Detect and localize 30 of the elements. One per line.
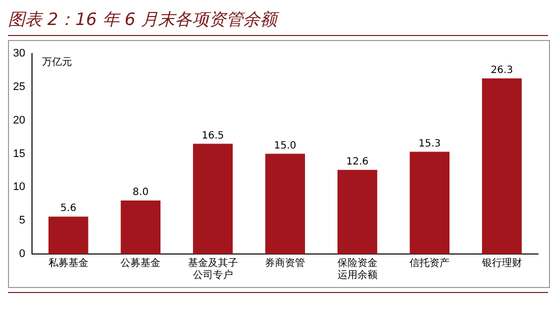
x-tick-label: 券商资管	[265, 256, 306, 269]
bar	[192, 144, 233, 254]
x-tick-label: 公募基金	[120, 256, 161, 269]
x-tick-label: 保险资金运用余额	[337, 256, 378, 281]
x-tick-label: 私募基金	[48, 256, 88, 269]
y-tick-label: 15	[12, 148, 26, 160]
x-tick-label: 银行理财	[480, 256, 522, 269]
bar	[482, 78, 522, 254]
bar	[120, 200, 160, 254]
y-tick-label: 20	[12, 114, 26, 126]
data-label: 16.5	[202, 130, 224, 142]
y-axis-title: 万亿元	[42, 57, 72, 68]
data-label: 15.0	[274, 140, 296, 152]
y-tick-label: 10	[12, 181, 26, 194]
data-label: 5.6	[60, 203, 76, 214]
bar	[338, 170, 378, 254]
bar	[265, 154, 305, 254]
data-label: 15.3	[418, 138, 441, 150]
y-tick-label: 5	[19, 214, 26, 227]
chart-title: 图表 2：16 年 6 月末各项资管余额	[8, 8, 548, 36]
y-tick-label: 0	[19, 248, 26, 260]
data-label: 12.6	[346, 156, 369, 168]
data-label: 26.3	[490, 64, 514, 76]
y-tick-label: 30	[12, 48, 26, 60]
x-tick-label: 基金及其子公司专户	[188, 256, 238, 281]
x-tick-label: 信托资产	[410, 256, 450, 269]
bar	[48, 216, 88, 254]
bar	[410, 152, 450, 254]
data-label: 8.0	[132, 187, 149, 198]
y-tick-label: 25	[12, 81, 26, 94]
